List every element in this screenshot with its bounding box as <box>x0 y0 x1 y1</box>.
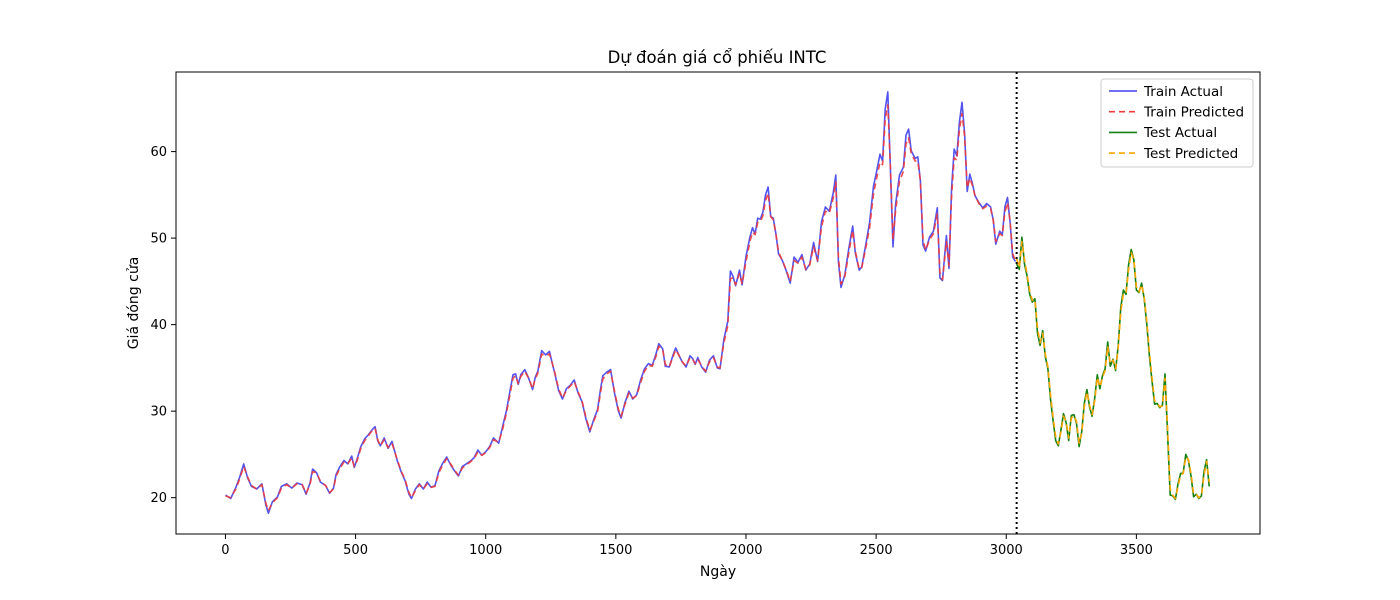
series-line-train-predicted <box>225 104 1017 512</box>
x-tick-label: 1500 <box>599 543 632 558</box>
series-line-train-actual <box>225 91 1017 514</box>
y-axis-ticks: 20 30 40 50 60 <box>150 145 176 506</box>
chart-title: Dự đoán giá cổ phiếu INTC <box>608 48 827 67</box>
y-axis-label: Giá đóng cửa <box>126 257 142 350</box>
legend-label: Train Actual <box>1143 84 1223 100</box>
legend-label: Train Predicted <box>1143 105 1244 121</box>
y-tick-label: 60 <box>150 145 167 160</box>
series-line-test-predicted <box>1015 240 1210 500</box>
x-tick-label: 1000 <box>469 543 502 558</box>
x-tick-label: 500 <box>343 543 368 558</box>
x-axis-label: Ngày <box>700 564 736 580</box>
y-tick-label: 50 <box>150 232 167 247</box>
legend-label: Test Actual <box>1143 125 1217 141</box>
x-tick-label: 2000 <box>729 543 762 558</box>
x-tick-label: 3000 <box>990 543 1023 558</box>
legend: Train Actual Train Predicted Test Actual Te… <box>1100 78 1254 168</box>
y-tick-label: 30 <box>150 405 167 420</box>
series-layer <box>225 91 1210 514</box>
y-tick-label: 20 <box>150 491 167 506</box>
legend-box <box>1100 78 1254 168</box>
plot-area-frame <box>175 71 1261 535</box>
y-tick-label: 40 <box>150 318 167 333</box>
series-line-test-actual <box>1015 236 1210 501</box>
x-tick-label: 3500 <box>1120 543 1153 558</box>
legend-label: Test Predicted <box>1143 146 1238 162</box>
x-tick-label: 2500 <box>860 543 893 558</box>
x-tick-label: 0 <box>221 543 229 558</box>
x-axis-ticks: 0 500 1000 1500 2000 2500 3000 3500 <box>221 534 1153 558</box>
